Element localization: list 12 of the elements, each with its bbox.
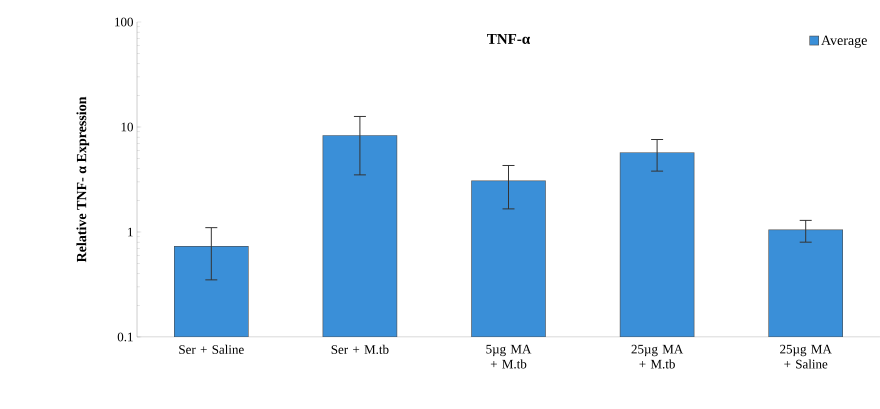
y-tick-label: 10 xyxy=(122,122,133,132)
y-tick-label: 0.1 xyxy=(118,332,133,342)
y-axis-title: Relative TNF- α Expression xyxy=(76,96,90,262)
text: TNF-α xyxy=(487,34,530,44)
x-tick-label: Ser + Saline xyxy=(179,344,244,354)
legend-label: Average xyxy=(821,36,867,48)
y-tick-label: 100 xyxy=(115,18,133,26)
x-tick-label: Ser + M.tb xyxy=(332,344,389,354)
x-tick-label: 25µg MA + M.tb xyxy=(632,344,684,369)
x-tick-label: 5µg MA + M.tb xyxy=(486,344,532,369)
y-tick-label: 1 xyxy=(128,228,133,236)
x-tick-label: 25µg MA + Saline xyxy=(780,344,832,369)
